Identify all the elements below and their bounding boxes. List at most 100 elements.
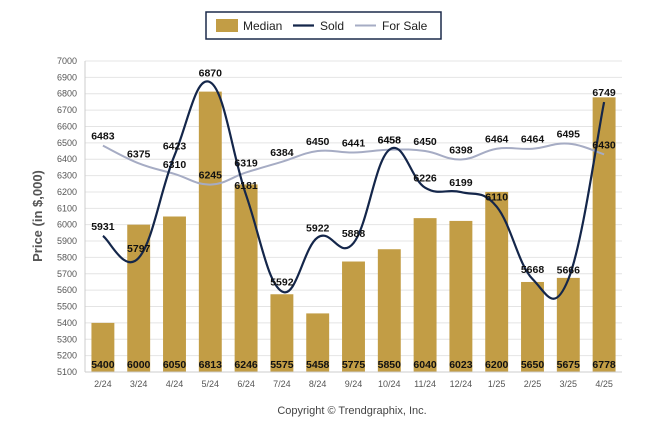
median-bar-label: 6023 [449,359,473,371]
y-tick-label: 6200 [57,187,77,197]
sold-label: 5931 [91,221,115,233]
median-bar-label: 6778 [592,359,616,371]
x-tick-label: 4/24 [166,379,184,389]
median-bar [449,220,473,372]
median-bar [342,261,365,372]
y-tick-label: 5900 [57,236,77,246]
bars [91,91,616,373]
median-bar [306,313,330,372]
x-tick-label: 12/24 [450,379,473,389]
median-bar-label: 6000 [127,359,151,371]
for-sale-label: 6450 [413,136,437,148]
median-bar-label: 5775 [342,359,366,371]
x-tick-label: 7/24 [273,379,291,389]
median-bar-label: 5850 [378,359,402,371]
median-bar-label: 6246 [234,359,258,371]
axes: 5100 5200 5300 5400 5500 5600 5700 5800 5900 6000… [57,56,622,389]
y-tick-label: 6900 [57,72,77,82]
median-bar-label: 6050 [163,359,187,371]
sold-label: 6749 [592,87,616,99]
median-bar-label: 6813 [199,359,223,371]
x-tick-label: 8/24 [309,379,327,389]
for-sale-label: 6495 [557,129,581,141]
y-tick-label: 6000 [57,220,77,230]
legend-for-sale-label: For Sale [382,19,428,33]
for-sale-label: 6464 [521,134,545,146]
median-bar [270,294,294,372]
median-bar-label: 5575 [270,359,294,371]
sold-label: 5592 [270,276,294,288]
median-bar-label: 6040 [413,359,437,371]
x-tick-label: 3/25 [560,379,578,389]
sold-line [102,80,606,300]
for-sale-line [102,142,605,186]
x-tick-label: 11/24 [414,379,436,389]
x-tick-label: 5/24 [202,379,220,389]
y-tick-label: 7000 [57,56,77,66]
median-bar [592,97,616,373]
y-tick-label: 5100 [57,367,77,377]
x-tick-label: 4/25 [595,379,613,389]
sold-label: 6458 [378,135,402,147]
sold-label: 6110 [485,192,508,204]
x-tick-label: 3/24 [130,379,148,389]
for-sale-label: 6441 [342,137,366,149]
for-sale-label: 6319 [234,157,258,169]
for-sale-label: 6310 [163,159,187,171]
y-tick-label: 6800 [57,89,77,99]
legend-median-swatch [216,19,238,32]
y-tick-label: 6600 [57,121,77,131]
legend: Median Sold For Sale [205,11,442,40]
y-tick-label: 5700 [57,269,77,279]
lines [102,80,606,300]
y-tick-label: 6500 [57,138,77,148]
median-bar [521,281,544,372]
sold-label: 5668 [521,264,545,276]
for-sale-label: 6458 [378,135,402,147]
x-tick-label: 2/24 [94,379,112,389]
median-bar-label: 5458 [306,359,330,371]
for-sale-label: 6245 [199,170,223,182]
median-bar [377,249,401,372]
sold-label: 6870 [199,67,223,79]
median-bar-label: 5650 [521,359,545,371]
for-sale-label: 6398 [449,145,473,157]
y-tick-label: 5300 [57,334,77,344]
y-tick-label: 5200 [57,351,77,361]
legend-sold-label: Sold [320,19,344,33]
y-tick-label: 5800 [57,252,77,262]
legend-median-label: Median [243,19,282,33]
median-bar [413,218,437,372]
y-tick-label: 6400 [57,154,77,164]
copyright-text: Copyright © Trendgraphix, Inc. [277,405,426,417]
for-sale-label: 6375 [127,148,151,160]
y-tick-label: 5400 [57,318,77,328]
median-bar [198,91,222,372]
median-bar [556,277,580,372]
for-sale-label: 6384 [270,147,294,159]
for-sale-label: 6430 [592,139,616,151]
x-tick-label: 2/25 [524,379,542,389]
y-tick-label: 6300 [57,171,77,181]
sold-label: 6181 [234,180,258,192]
sold-label: 5797 [127,243,151,255]
sold-label: 6226 [413,173,437,185]
sold-label: 5666 [557,264,581,276]
y-tick-label: 6100 [57,203,77,213]
y-tick-label: 6700 [57,105,77,115]
median-bar-label: 5675 [557,359,581,371]
y-tick-label: 5500 [57,302,77,312]
median-bar [163,216,186,372]
x-tick-label: 6/24 [237,379,255,389]
x-tick-label: 1/25 [488,379,506,389]
y-tick-label: 5600 [57,285,77,295]
x-tick-label: 10/24 [378,379,401,389]
median-bar-label: 6200 [485,359,509,371]
median-bar [234,184,258,372]
legend-box [205,11,442,40]
median-bar [91,322,115,372]
sold-label: 5888 [342,228,366,240]
sold-label: 6423 [163,140,187,152]
